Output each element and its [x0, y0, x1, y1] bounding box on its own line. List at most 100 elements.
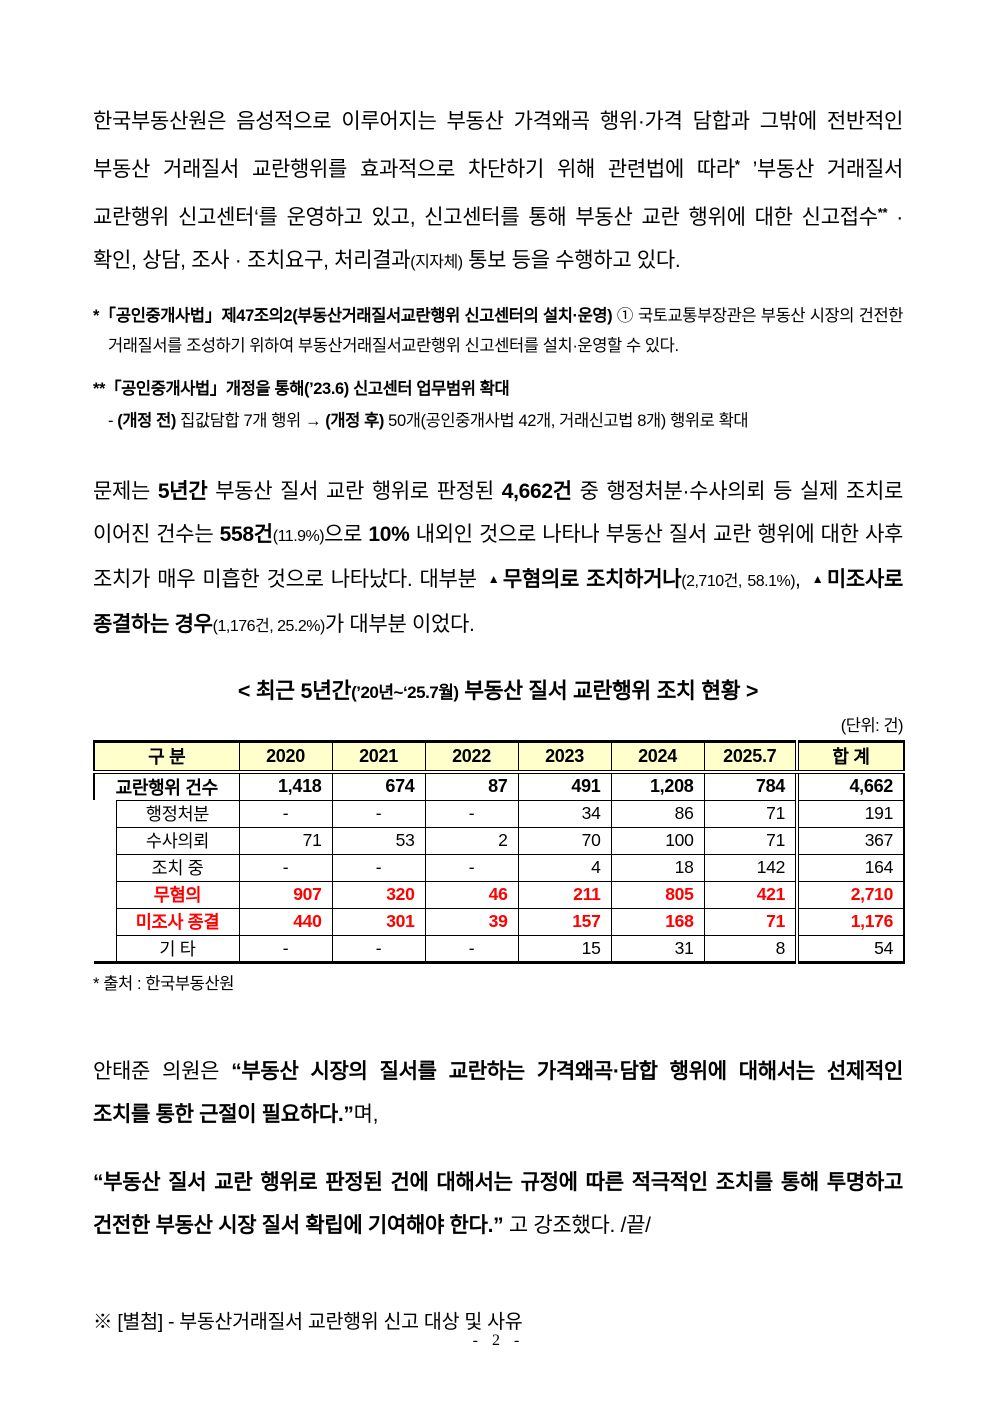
table-row-closed-without-investigation: 미조사 종결 440 301 39 157 168 71 1,176: [94, 907, 906, 936]
col-header-2022: 2022: [424, 741, 519, 774]
row-label: 미조사 종결: [115, 907, 240, 936]
table-cell: 34: [517, 799, 612, 828]
footnote-marker-1: *: [734, 157, 740, 172]
stat-detail: (11.9%): [272, 528, 325, 545]
body-text: 고 강조했다. /끝/: [503, 1213, 651, 1237]
indent-cell: [94, 800, 117, 827]
footnote-3-before-label: (개정 전): [117, 412, 176, 430]
body-text: 중 행정처분·수사의뢰 등 실제 조치로 이어진 건수는: [93, 480, 903, 546]
row-label: 교란행위 건수: [92, 771, 240, 800]
table-cell: 157: [517, 907, 612, 936]
table-cell: 2: [424, 826, 519, 855]
table-row-investigation-request: 수사의뢰 71 53 2 70 100 71 367: [94, 826, 906, 855]
table-cell: 8: [703, 934, 798, 963]
table-cell-total: 1,176: [795, 907, 906, 936]
row-label: 기 타: [115, 934, 240, 963]
intro-text: 한국부동산원은 음성적으로 이루어지는 부동산 가격왜곡 행위·가격 담합과 그…: [93, 110, 903, 181]
table-cell: 100: [610, 826, 705, 855]
body-text: 내외인 것으로 나타나 부동산 질서 교란 행위에 대한 사후 조치가 매우 미…: [93, 523, 903, 591]
table-source: * 출처 : 한국부동산원: [93, 974, 234, 993]
quote-text: “부동산 질서 교란 행위로 판정된 건에 대해서는 규정에 따른 적극적인 조…: [93, 1170, 903, 1237]
table-cell: 31: [610, 934, 705, 963]
intro-text: ’부동산 거래질서 교란행위 신고센터‘를 운영하고 있고, 신고센터를 통해 …: [93, 158, 904, 229]
indent-cell: [94, 935, 117, 962]
body-text: 며,: [353, 1102, 379, 1126]
col-header-total: 합 계: [795, 741, 906, 774]
table-cell: 491: [517, 771, 612, 800]
table-cell: 784: [703, 771, 798, 800]
emphasis-text: 5년간: [157, 480, 208, 503]
col-header-category: 구 분: [92, 741, 240, 774]
indent-cell: [94, 854, 117, 881]
col-header-2021: 2021: [331, 741, 426, 774]
intro-paragraph: 한국부동산원은 음성적으로 이루어지는 부동산 가격왜곡 행위·가격 담합과 그…: [93, 0, 903, 284]
appendix-note: ※ [별첨] - 부동산거래질서 교란행위 신고 대상 및 사유: [93, 1310, 523, 1333]
emphasis-text: 10%: [368, 523, 410, 546]
footnote-marker-2: **: [877, 205, 888, 220]
footnote-2: **「공인중개사법」개정을 통해(’23.6) 신고센터 업무범위 확대: [93, 380, 510, 398]
footnote-1-law: *「공인중개사법」제47조의2(부동산거래질서교란행위 신고센터의 설치·운영): [93, 307, 613, 325]
body-text: 문제는: [93, 480, 158, 503]
footnote-1-text: ① 국토교통부장관은 부동산 시장의 건전한 거래질서를 조성하기 위하여 부동…: [108, 307, 904, 355]
problem-paragraph: 문제는 5년간 부동산 질서 교란 행위로 판정된 4,662건 중 행정처분·…: [93, 470, 903, 648]
table-cell: 15: [517, 934, 612, 963]
table-header-row: 구 분 2020 2021 2022 2023 2024 2025.7 합 계: [92, 741, 906, 774]
table-cell: 421: [703, 880, 798, 909]
table-cell: 211: [517, 880, 612, 909]
table-cell-total: 164: [795, 853, 906, 882]
table-cell: 907: [238, 880, 333, 909]
triangle-bullet-icon: ▲: [811, 572, 825, 586]
indent-cell: [94, 908, 117, 935]
status-table: 구 분 2020 2021 2022 2023 2024 2025.7 합 계 …: [92, 740, 906, 964]
body-text: 으로: [324, 523, 369, 546]
table-cell: 53: [331, 826, 426, 855]
table-cell: -: [331, 799, 426, 828]
table-cell: 71: [703, 826, 798, 855]
indent-cell: [94, 881, 117, 908]
quote-text: “부동산 시장의 질서를 교란하는 가격왜곡·담합 행위에 대해서는 선제적인 …: [93, 1059, 903, 1126]
table-cell: -: [238, 934, 333, 963]
table-cell: 71: [238, 826, 333, 855]
table-cell: 46: [424, 880, 519, 909]
intro-text: 통보 등을 수행하고 있다.: [462, 249, 681, 272]
footnote-1: *「공인중개사법」제47조의2(부동산거래질서교란행위 신고센터의 설치·운영)…: [93, 301, 903, 361]
table-row-etc: 기 타 - - - 15 31 8 54: [94, 934, 906, 963]
footnote-3-dash: -: [108, 412, 118, 430]
footnote-3-text: 집값담합 7개 행위 →: [176, 412, 326, 430]
row-label: 행정처분: [115, 799, 240, 828]
table-cell: 87: [424, 771, 519, 800]
table-cell-total: 2,710: [795, 880, 906, 909]
table-cell: 805: [610, 880, 705, 909]
table-cell-total: 191: [795, 799, 906, 828]
table-cell: -: [331, 934, 426, 963]
body-text: 가 대부분 이었다.: [324, 613, 475, 636]
table-title: < 최근 5년간(’20년~‘25.7월) 부동산 질서 교란행위 조치 현황 …: [93, 674, 903, 705]
stat-detail: (1,176건, 25.2%): [212, 618, 326, 635]
table-cell-total: 54: [795, 934, 906, 963]
table-cell: 39: [424, 907, 519, 936]
intro-text: · 확인, 상담, 조사 · 조치요구, 처리결과: [93, 206, 903, 272]
table-cell: 71: [703, 799, 798, 828]
table-cell: -: [424, 799, 519, 828]
table-title-text: < 최근 5년간: [237, 679, 352, 703]
table-cell: 4: [517, 853, 612, 882]
footnote-3: - (개정 전) 집값담합 7개 행위 → (개정 후) 50개(공인중개사법 …: [93, 406, 903, 436]
table-cell: 71: [703, 907, 798, 936]
table-cell: 674: [331, 771, 426, 800]
table-title-text: 부동산 질서 교란행위 조치 현황 >: [458, 679, 759, 703]
table-row-in-progress: 조치 중 - - - 4 18 142 164: [94, 853, 906, 882]
table-cell: 320: [331, 880, 426, 909]
emphasis-text: 무혐의로 조치하거나: [502, 568, 682, 591]
emphasis-text: 4,662건: [501, 480, 572, 503]
row-label: 무혐의: [115, 880, 240, 909]
col-header-2023: 2023: [517, 741, 612, 774]
emphasis-text: 558건: [219, 523, 273, 546]
row-label: 조치 중: [115, 853, 240, 882]
col-header-2024: 2024: [610, 741, 705, 774]
quote-paragraph-2: “부동산 질서 교란 행위로 판정된 건에 대해서는 규정에 따른 적극적인 조…: [93, 1161, 903, 1247]
stat-detail: (2,710건, 58.1%): [681, 573, 796, 590]
table-row-no-suspicion: 무혐의 907 320 46 211 805 421 2,710: [94, 880, 906, 909]
table-title-period: (’20년~‘25.7월): [351, 683, 459, 702]
intro-text-small: (지자체): [410, 254, 463, 271]
table-cell: -: [331, 853, 426, 882]
